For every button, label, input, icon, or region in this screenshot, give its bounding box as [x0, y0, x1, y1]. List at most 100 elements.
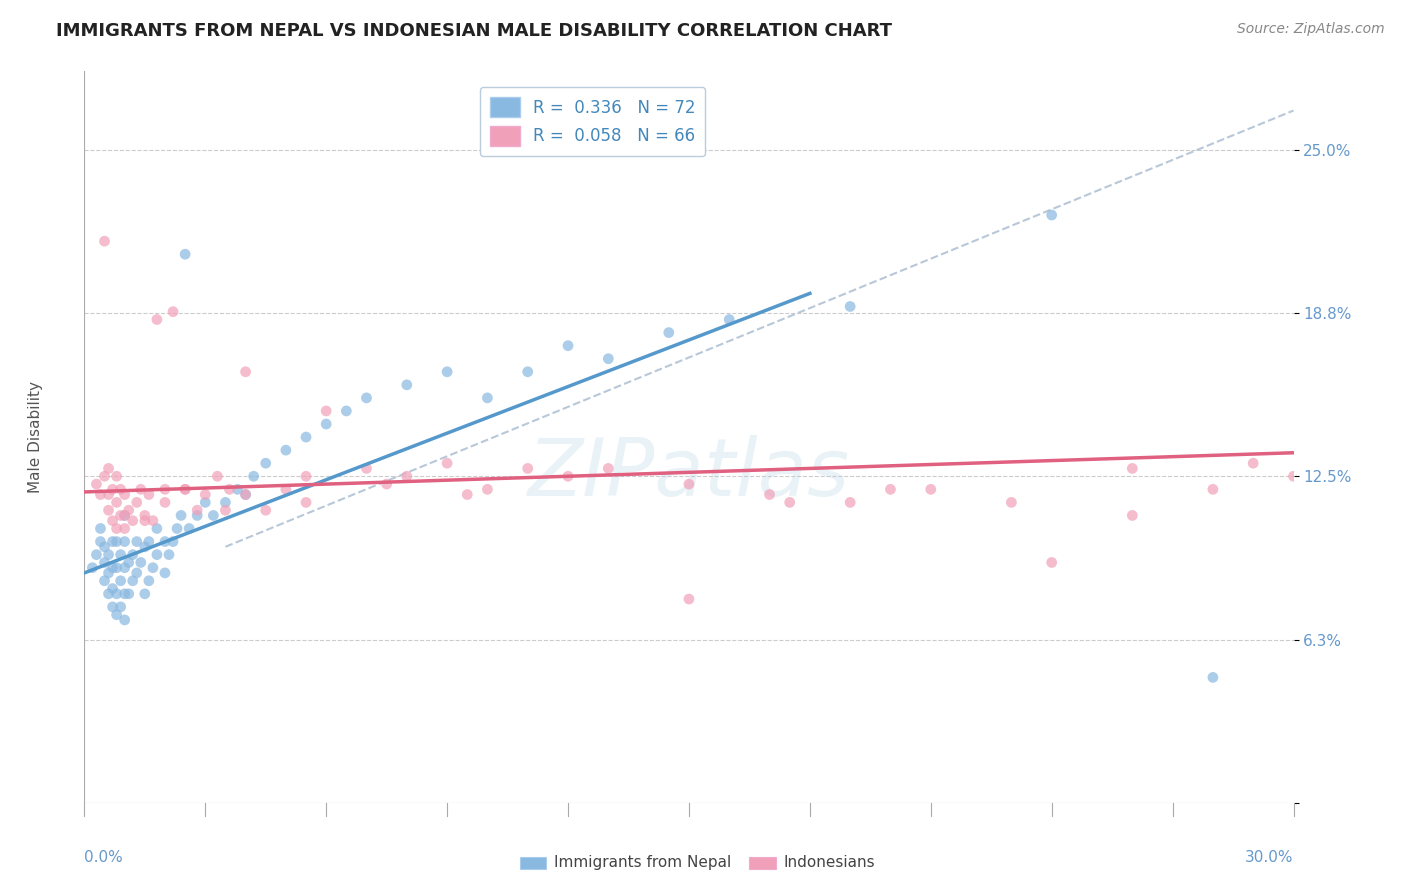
- Point: [114, 487, 136, 501]
- Text: IMMIGRANTS FROM NEPAL VS INDONESIAN MALE DISABILITY CORRELATION CHART: IMMIGRANTS FROM NEPAL VS INDONESIAN MALE…: [56, 22, 893, 40]
- Point: [335, 404, 357, 418]
- Point: [118, 503, 141, 517]
- Point: [89, 487, 111, 501]
- Point: [153, 566, 176, 580]
- Point: [129, 556, 152, 570]
- Point: [516, 365, 538, 379]
- Point: [557, 339, 579, 353]
- Point: [110, 599, 132, 614]
- Point: [105, 495, 128, 509]
- Point: [86, 548, 108, 562]
- Point: [97, 503, 120, 517]
- Point: [142, 514, 165, 528]
- Point: [1202, 670, 1225, 684]
- Point: [436, 456, 458, 470]
- Point: [146, 312, 169, 326]
- Point: [477, 483, 499, 497]
- Point: [118, 556, 141, 570]
- Point: [93, 469, 115, 483]
- Point: [235, 365, 257, 379]
- Text: ZIPatlas: ZIPatlas: [527, 434, 851, 513]
- Point: [101, 560, 124, 574]
- Point: [1121, 461, 1143, 475]
- Point: [295, 469, 318, 483]
- Point: [315, 404, 337, 418]
- Point: [194, 495, 217, 509]
- Point: [121, 548, 143, 562]
- Point: [89, 534, 111, 549]
- Point: [118, 587, 141, 601]
- Point: [114, 534, 136, 549]
- Point: [134, 508, 156, 523]
- Point: [101, 534, 124, 549]
- FancyBboxPatch shape: [520, 857, 547, 869]
- Point: [157, 548, 180, 562]
- Point: [162, 304, 184, 318]
- Point: [242, 469, 264, 483]
- Point: [110, 574, 132, 588]
- Point: [658, 326, 681, 340]
- Point: [97, 487, 120, 501]
- Point: [125, 495, 148, 509]
- Point: [114, 508, 136, 523]
- Point: [97, 566, 120, 580]
- Point: [356, 391, 378, 405]
- Point: [254, 503, 277, 517]
- Text: 30.0%: 30.0%: [1246, 850, 1294, 865]
- Point: [295, 430, 318, 444]
- Text: Source: ZipAtlas.com: Source: ZipAtlas.com: [1237, 22, 1385, 37]
- Point: [105, 607, 128, 622]
- Point: [202, 508, 225, 523]
- Point: [89, 521, 111, 535]
- Point: [146, 521, 169, 535]
- Point: [477, 391, 499, 405]
- FancyBboxPatch shape: [749, 857, 776, 869]
- Point: [86, 477, 108, 491]
- Point: [295, 495, 318, 509]
- Point: [758, 487, 780, 501]
- Point: [138, 487, 160, 501]
- Point: [839, 300, 862, 314]
- Point: [114, 521, 136, 535]
- Point: [153, 495, 176, 509]
- Point: [101, 582, 124, 596]
- Point: [110, 548, 132, 562]
- Point: [356, 461, 378, 475]
- Point: [101, 599, 124, 614]
- Point: [226, 483, 249, 497]
- Point: [395, 377, 418, 392]
- Point: [93, 234, 115, 248]
- Point: [105, 560, 128, 574]
- Point: [779, 495, 801, 509]
- Point: [174, 483, 197, 497]
- Point: [395, 469, 418, 483]
- Point: [1202, 483, 1225, 497]
- Text: 0.0%: 0.0%: [84, 850, 124, 865]
- Point: [93, 574, 115, 588]
- Point: [114, 508, 136, 523]
- Point: [194, 487, 217, 501]
- Point: [101, 514, 124, 528]
- Point: [557, 469, 579, 483]
- Point: [125, 534, 148, 549]
- Point: [121, 514, 143, 528]
- Text: Immigrants from Nepal: Immigrants from Nepal: [554, 855, 731, 871]
- Point: [105, 469, 128, 483]
- Point: [142, 560, 165, 574]
- Point: [110, 483, 132, 497]
- Point: [97, 548, 120, 562]
- Point: [436, 365, 458, 379]
- Point: [114, 587, 136, 601]
- Point: [678, 477, 700, 491]
- Point: [114, 560, 136, 574]
- Point: [174, 483, 197, 497]
- Point: [1282, 469, 1305, 483]
- Point: [179, 521, 201, 535]
- Point: [456, 487, 478, 501]
- Point: [121, 574, 143, 588]
- Text: Male Disability: Male Disability: [28, 381, 44, 493]
- Point: [166, 521, 188, 535]
- Point: [97, 461, 120, 475]
- Point: [114, 613, 136, 627]
- Point: [1040, 208, 1063, 222]
